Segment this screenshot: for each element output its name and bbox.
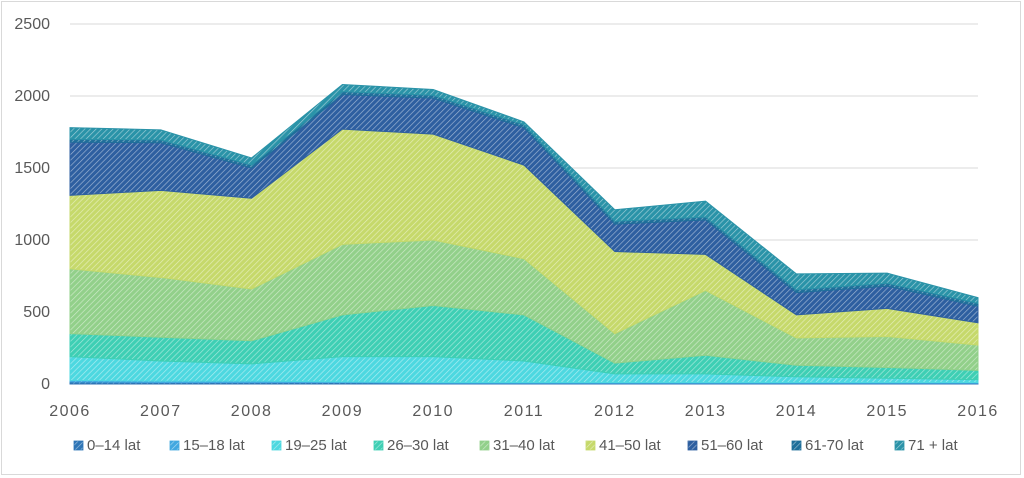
x-tick-label: 2013: [685, 403, 727, 420]
x-tick-label: 2012: [594, 403, 636, 420]
x-tick-label: 2011: [504, 403, 544, 420]
legend-label: 61-70 lat: [805, 437, 864, 454]
x-tick-label: 2009: [322, 403, 364, 420]
legend-swatch: [479, 440, 490, 451]
legend-swatch: [73, 440, 84, 451]
legend-label: 19–25 lat: [285, 437, 348, 454]
area-series: [69, 83, 979, 385]
legend-item-15-18-lat: 15–18 lat: [169, 437, 246, 454]
legend-label: 26–30 lat: [387, 437, 450, 454]
y-tick-label: 1500: [14, 160, 50, 177]
legend-swatch: [687, 440, 698, 451]
legend-swatch: [894, 440, 905, 451]
legend-item-71-lat: 71 + lat: [894, 437, 958, 454]
x-tick-label: 2016: [957, 403, 999, 420]
x-axis: 2006 2007 2008 2009 2010 2011 2012 2013 2014 2015…: [49, 403, 999, 420]
legend-swatch: [791, 440, 802, 451]
legend-swatch: [271, 440, 282, 451]
y-tick-label: 1000: [14, 232, 50, 249]
legend: 0–14 lat 15–18 lat 19–25 lat 26–30 lat 31–40…: [73, 437, 958, 454]
legend-item-51-60-lat: 51–60 lat: [687, 437, 764, 454]
legend-item-19-25-lat: 19–25 lat: [271, 437, 348, 454]
y-tick-label: 2000: [14, 88, 50, 105]
legend-swatch: [169, 440, 180, 451]
x-tick-label: 2010: [412, 403, 454, 420]
legend-label: 51–60 lat: [701, 437, 764, 454]
area-71-lat: [69, 83, 979, 304]
legend-item-0-14-lat: 0–14 lat: [73, 437, 141, 454]
legend-swatch: [373, 440, 384, 451]
legend-label: 0–14 lat: [87, 437, 141, 454]
y-tick-label: 500: [23, 304, 50, 321]
x-tick-label: 2006: [49, 403, 91, 420]
legend-label: 41–50 lat: [599, 437, 662, 454]
x-tick-label: 2008: [231, 403, 273, 420]
legend-item-31-40-lat: 31–40 lat: [479, 437, 556, 454]
x-tick-label: 2007: [140, 403, 182, 420]
legend-label: 15–18 lat: [183, 437, 246, 454]
legend-item-61-70-lat: 61-70 lat: [791, 437, 864, 454]
legend-item-41-50-lat: 41–50 lat: [585, 437, 662, 454]
x-tick-label: 2015: [866, 403, 908, 420]
y-tick-label: 0: [41, 376, 50, 393]
legend-item-26-30-lat: 26–30 lat: [373, 437, 450, 454]
legend-swatch: [585, 440, 596, 451]
legend-label: 31–40 lat: [493, 437, 556, 454]
y-tick-label: 2500: [14, 16, 50, 33]
y-axis: 0 500 1000 1500 2000 2500: [14, 16, 50, 393]
legend-label: 71 + lat: [908, 437, 958, 454]
x-tick-label: 2014: [776, 403, 818, 420]
